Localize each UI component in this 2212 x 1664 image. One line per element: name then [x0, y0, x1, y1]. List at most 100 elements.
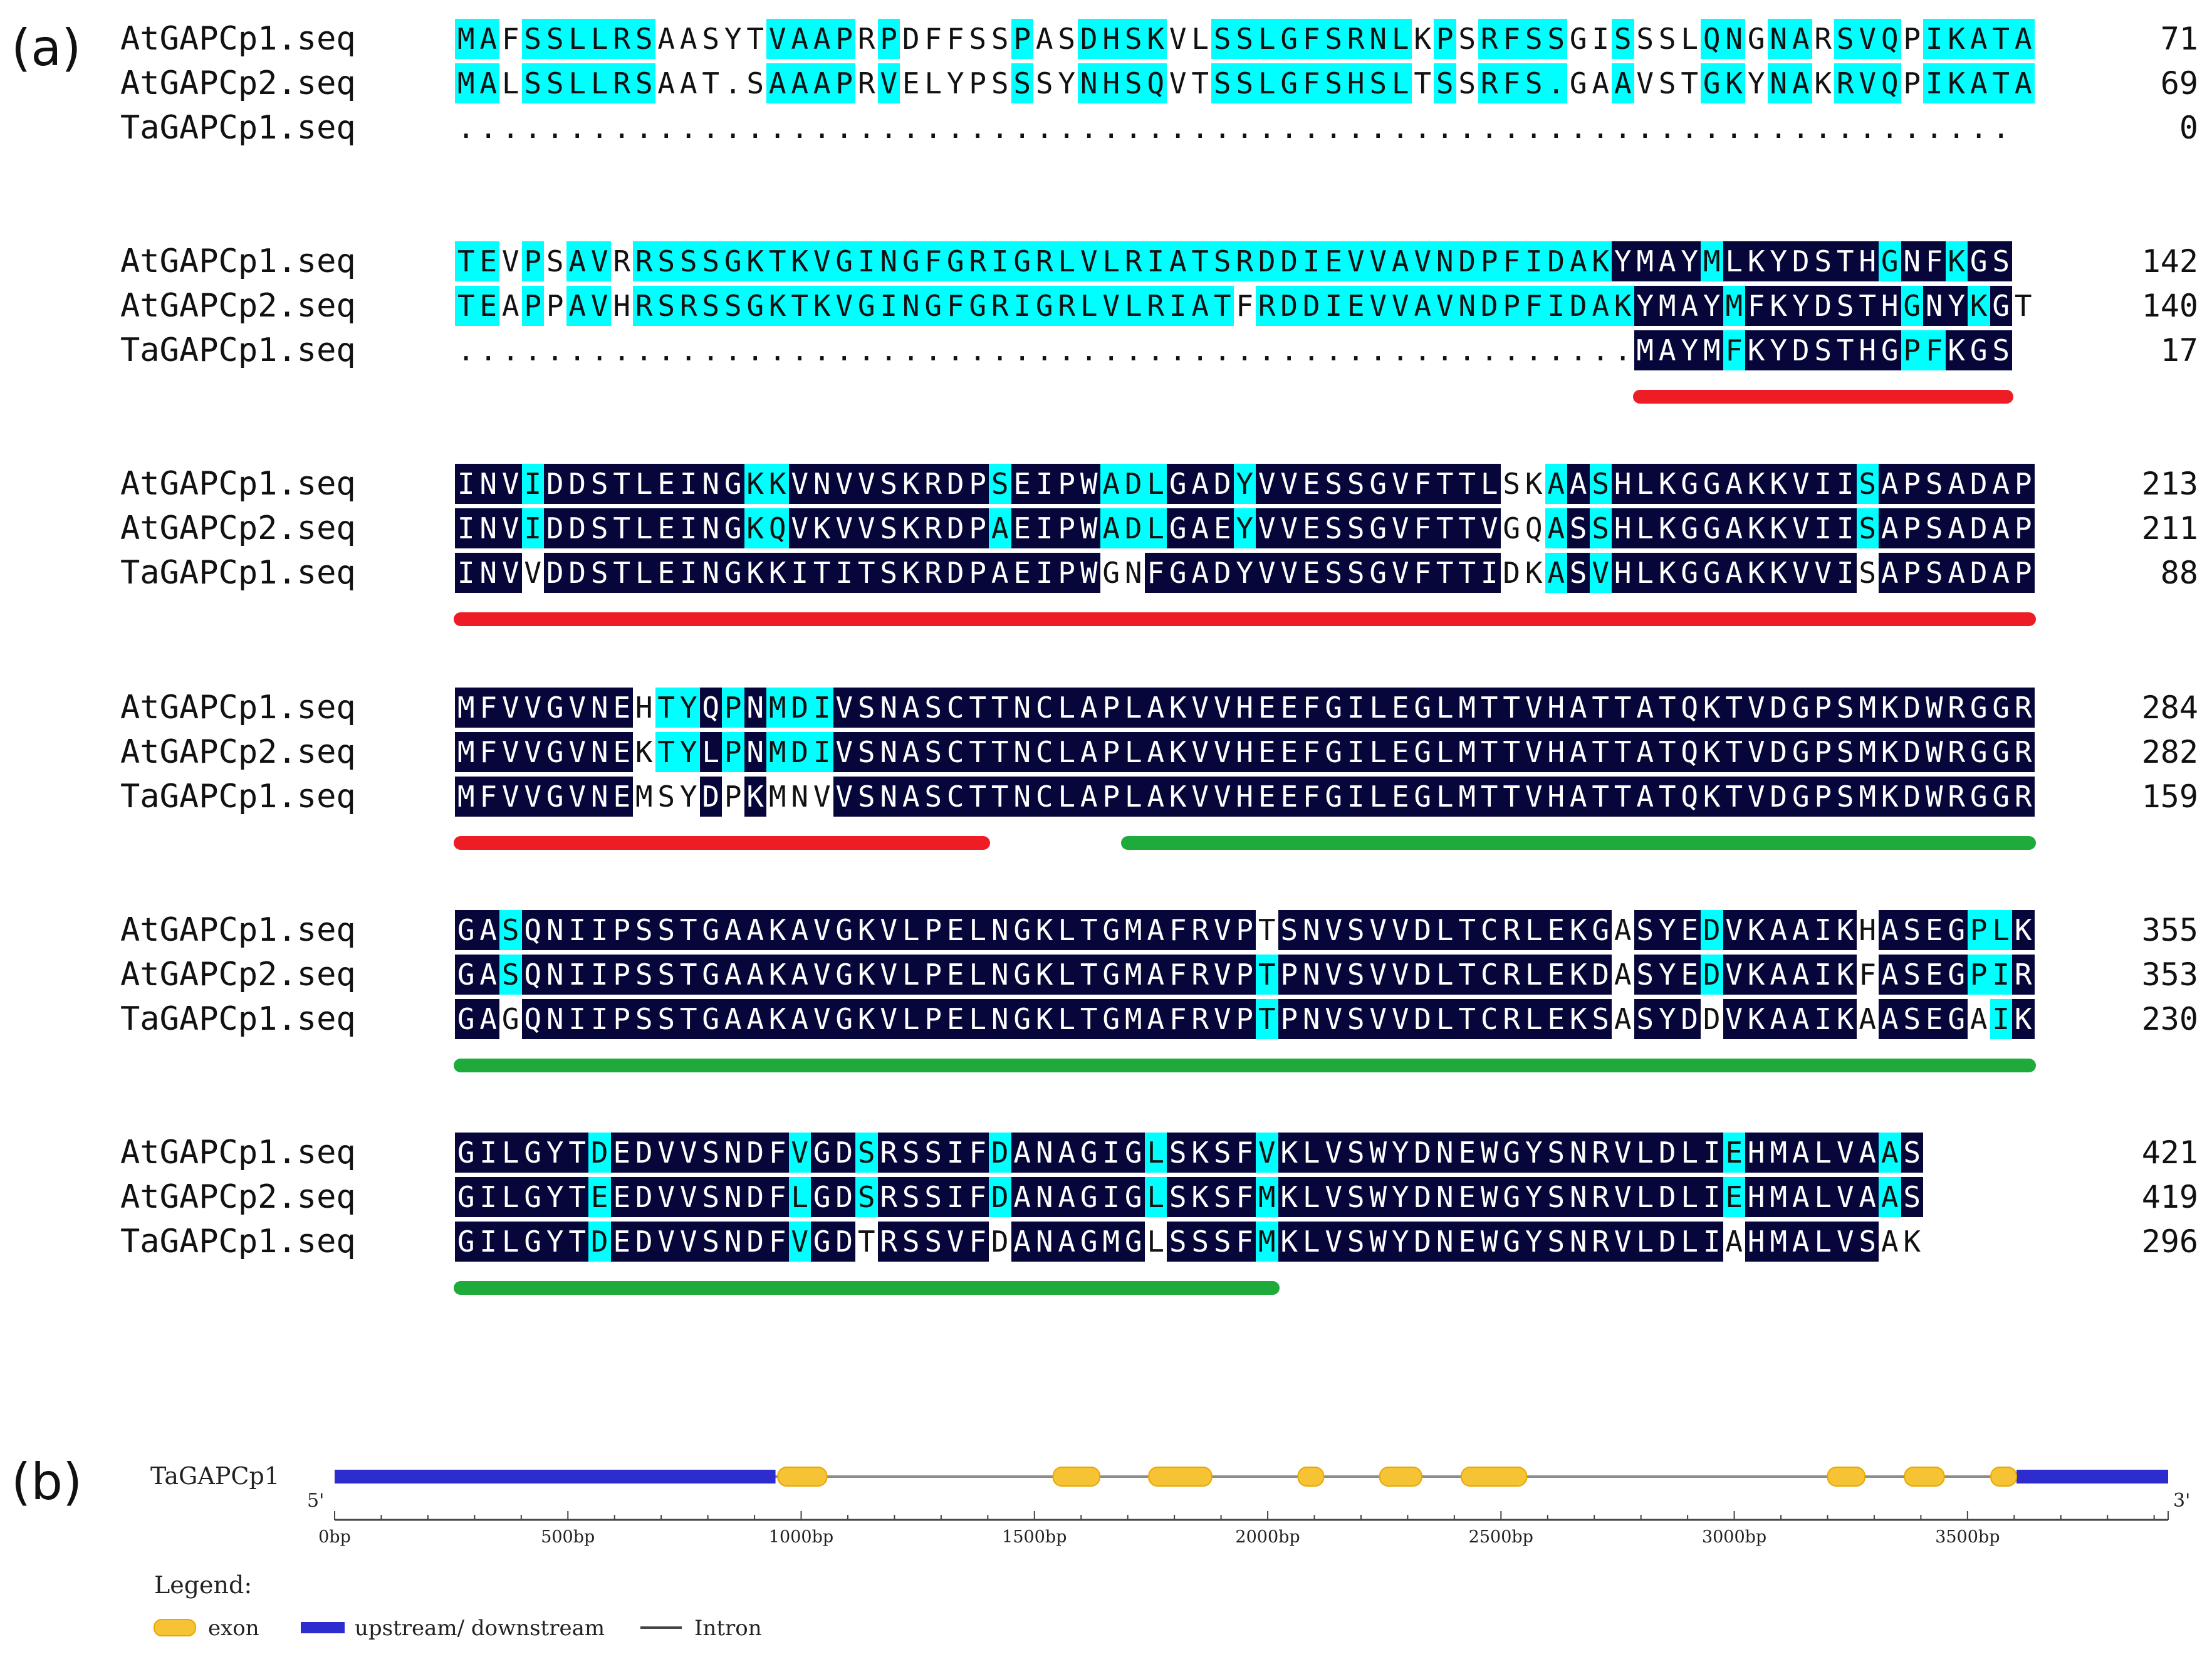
residue: G [455, 910, 477, 950]
residue: M [455, 63, 477, 103]
residue: . [1503, 111, 1521, 145]
residue: W [1078, 508, 1100, 548]
residue: S [499, 910, 522, 950]
residue: F [1500, 63, 1523, 103]
sequence-row: ........................................… [455, 330, 2012, 370]
residue: G [811, 1222, 833, 1262]
residue: V [1256, 508, 1278, 548]
residue: N [1567, 1177, 1590, 1217]
residue: R [1033, 241, 1056, 281]
residue: F [766, 1177, 789, 1217]
residue: T [455, 286, 477, 326]
residue: R [877, 1133, 900, 1173]
residue: A [2012, 63, 2035, 103]
residue: . [1236, 333, 1254, 367]
residue: D [588, 1133, 611, 1173]
residue: L [1147, 1225, 1165, 1258]
residue: S [1589, 999, 1612, 1039]
red-domain-bar [1632, 390, 2013, 404]
residue: G [544, 688, 566, 728]
residue: E [1300, 553, 1323, 593]
residue: N [1011, 688, 1033, 728]
residue: V [499, 688, 522, 728]
residue: E [1389, 777, 1412, 817]
residue: S [1167, 1177, 1189, 1217]
residue: D [633, 1133, 655, 1173]
residue: . [1013, 111, 1031, 145]
residue: L [633, 464, 655, 504]
residue: V [1834, 1133, 1857, 1173]
residue: L [588, 19, 611, 59]
residue: I [521, 464, 544, 504]
residue: L [1434, 732, 1456, 772]
residue: R [1500, 955, 1523, 995]
residue: F [966, 1133, 989, 1173]
residue: . [1569, 333, 1587, 367]
residue: P [546, 289, 564, 323]
residue: D [1122, 508, 1145, 548]
residue: V [811, 910, 833, 950]
residue: M [1256, 1177, 1278, 1217]
residue: D [833, 1222, 855, 1262]
residue: K [766, 910, 789, 950]
residue: D [699, 777, 722, 817]
residue: T [2014, 289, 2032, 323]
residue: S [1545, 19, 1567, 59]
residue: I [1322, 286, 1345, 326]
residue: K [1612, 286, 1634, 326]
residue: I [1345, 777, 1367, 817]
residue: . [1614, 111, 1632, 145]
residue: K [1834, 910, 1857, 950]
residue: M [1856, 777, 1879, 817]
residue: T [1434, 464, 1456, 504]
residue: V [1322, 910, 1345, 950]
residue: F [922, 241, 944, 281]
residue: A [1656, 241, 1679, 281]
residue: Y [1233, 508, 1256, 548]
residue: I [477, 1177, 499, 1217]
residue: A [657, 66, 676, 100]
residue: S [746, 66, 764, 100]
residue: K [766, 955, 789, 995]
sequence-name: TaGAPCp1.seq [120, 778, 356, 815]
residue: K [766, 999, 789, 1039]
residue: S [544, 63, 566, 103]
residue: . [590, 111, 608, 145]
residue: . [1102, 111, 1120, 145]
residue: . [1124, 333, 1142, 367]
residue: Y [544, 1177, 566, 1217]
residue: N [1033, 1133, 1056, 1173]
residue: E [1456, 1177, 1478, 1217]
residue: H [1612, 464, 1634, 504]
residue: M [768, 780, 786, 814]
residue: L [1681, 22, 1699, 56]
residue: D [1656, 1133, 1679, 1173]
residue: T [1456, 553, 1478, 593]
residue: N [1434, 1177, 1456, 1217]
legend-flank-swatch [301, 1622, 345, 1633]
residue: . [1147, 333, 1165, 367]
residue: L [1256, 63, 1278, 103]
residue: P [1903, 22, 1921, 56]
residue: D [1767, 777, 1790, 817]
residue: N [699, 464, 722, 504]
residue: E [477, 241, 499, 281]
residue: G [1122, 1177, 1145, 1217]
residue: N [1923, 286, 1946, 326]
residue: V [499, 464, 522, 504]
residue: N [722, 1177, 744, 1217]
residue: V [1367, 241, 1389, 281]
residue: G [1701, 553, 1723, 593]
residue: L [1055, 910, 1078, 950]
residue: V [1322, 1133, 1345, 1173]
residue: R [1589, 1222, 1612, 1262]
residue: V [1256, 1133, 1278, 1173]
residue: M [1701, 241, 1723, 281]
residue: . [479, 333, 498, 367]
residue: . [546, 333, 564, 367]
residue: V [833, 286, 855, 326]
residue: F [1300, 732, 1323, 772]
residue: . [813, 333, 831, 367]
